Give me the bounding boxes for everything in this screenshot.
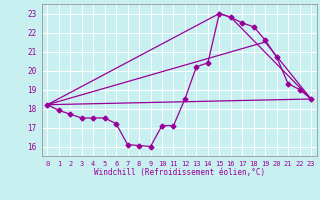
X-axis label: Windchill (Refroidissement éolien,°C): Windchill (Refroidissement éolien,°C) <box>94 168 265 177</box>
